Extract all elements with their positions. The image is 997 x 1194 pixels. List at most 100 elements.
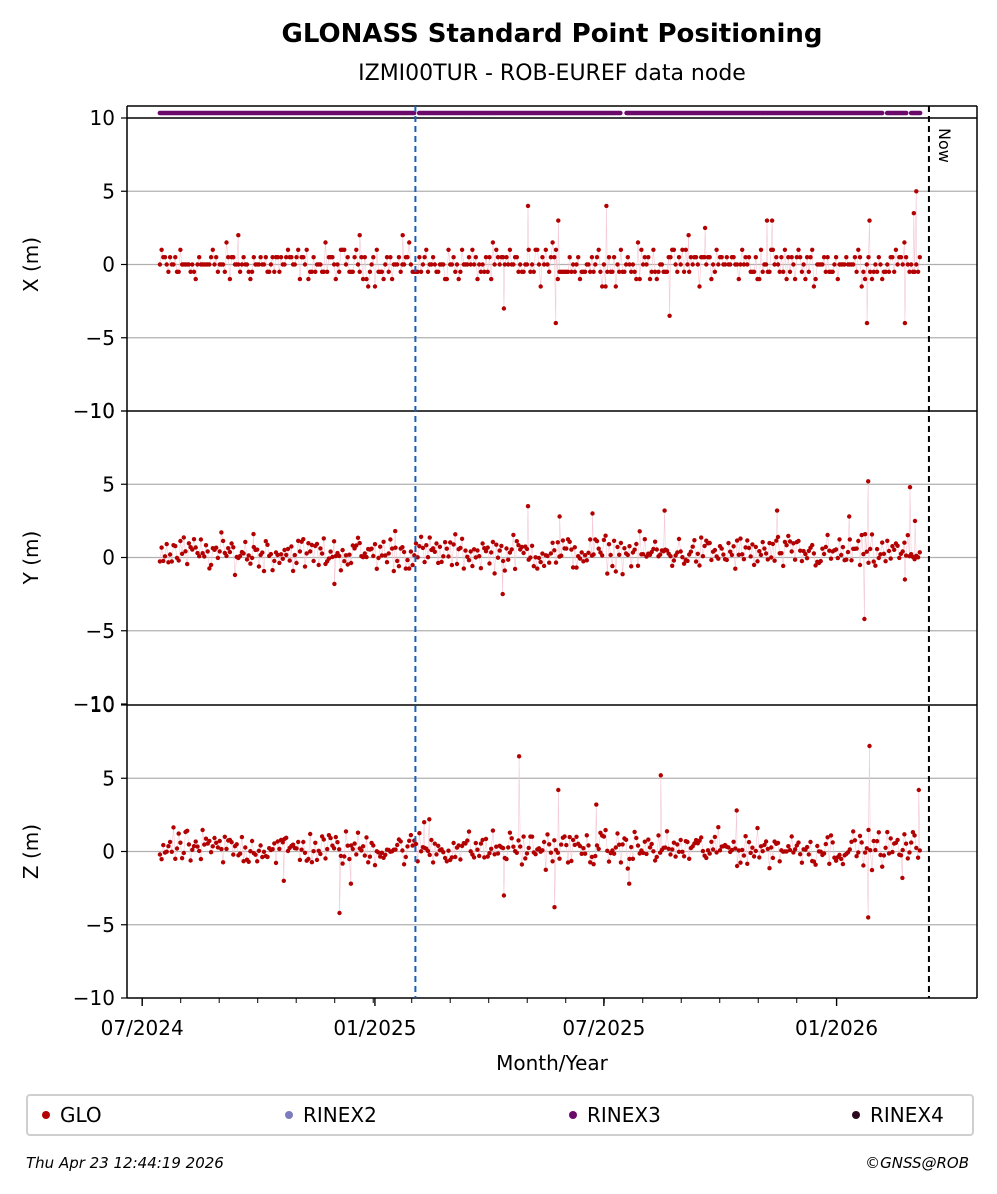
glo-point bbox=[251, 531, 256, 537]
glo-point bbox=[384, 560, 390, 565]
glo-point bbox=[521, 269, 526, 274]
glo-point bbox=[909, 840, 914, 845]
glo-point bbox=[902, 540, 907, 545]
glo-point bbox=[709, 557, 714, 563]
glo-point bbox=[198, 856, 204, 862]
glo-point bbox=[770, 247, 776, 252]
glo-point bbox=[453, 532, 458, 537]
glo-point bbox=[907, 485, 913, 490]
glo-point bbox=[290, 842, 296, 847]
glo-point bbox=[796, 538, 801, 544]
glo-point bbox=[316, 562, 321, 568]
glo-point bbox=[710, 262, 716, 267]
glo-point bbox=[258, 255, 263, 260]
glo-point bbox=[290, 568, 296, 574]
glo-point bbox=[813, 862, 818, 867]
glo-point bbox=[827, 861, 832, 866]
glo-point bbox=[335, 262, 340, 267]
glo-point bbox=[779, 551, 784, 556]
glo-point bbox=[676, 849, 682, 854]
glo-point bbox=[885, 829, 890, 835]
glo-point bbox=[864, 320, 870, 326]
glo-point bbox=[683, 247, 688, 252]
glo-point bbox=[833, 547, 839, 552]
glo-point bbox=[277, 269, 282, 274]
glo-point bbox=[323, 856, 328, 861]
glo-point bbox=[480, 262, 485, 267]
glo-point bbox=[874, 546, 880, 552]
glo-point bbox=[470, 247, 475, 252]
glo-point bbox=[219, 530, 224, 535]
glo-point bbox=[892, 269, 897, 274]
glo-point bbox=[185, 561, 190, 567]
glo-point bbox=[388, 255, 393, 260]
glo-point bbox=[347, 856, 352, 862]
x-tick-label: 07/2025 bbox=[562, 1016, 645, 1040]
glo-point bbox=[634, 835, 639, 841]
glo-point bbox=[668, 255, 673, 260]
glo-point bbox=[439, 559, 444, 565]
glo-point bbox=[437, 544, 443, 549]
glo-point bbox=[249, 838, 255, 844]
glo-point bbox=[459, 247, 465, 252]
glo-point bbox=[656, 833, 661, 838]
glo-point bbox=[914, 845, 919, 851]
glo-point bbox=[501, 893, 507, 898]
glo-point bbox=[629, 564, 634, 569]
glo-point bbox=[839, 552, 844, 558]
glo-point bbox=[905, 533, 910, 538]
glo-point bbox=[348, 843, 354, 848]
glo-point bbox=[902, 832, 907, 837]
glo-point bbox=[821, 255, 827, 260]
glo-point bbox=[354, 852, 359, 857]
glo-point bbox=[917, 550, 922, 555]
glo-point bbox=[500, 558, 506, 564]
glo-point bbox=[267, 269, 272, 274]
glo-point bbox=[342, 559, 347, 564]
glo-point bbox=[625, 866, 630, 871]
glo-point bbox=[497, 262, 502, 267]
glo-point bbox=[792, 276, 798, 282]
glo-point bbox=[909, 262, 914, 267]
glo-point bbox=[784, 849, 789, 854]
glo-point bbox=[791, 262, 796, 267]
glo-point bbox=[668, 852, 673, 857]
glo-point bbox=[868, 546, 873, 552]
glo-point bbox=[671, 558, 677, 563]
glo-point bbox=[521, 550, 526, 556]
glo-point bbox=[506, 845, 511, 850]
glo-point bbox=[681, 269, 687, 274]
glo-point bbox=[685, 262, 690, 267]
glo-point bbox=[299, 847, 304, 852]
y-tick-label: −10 bbox=[73, 692, 115, 716]
glo-point bbox=[256, 848, 262, 853]
glo-point bbox=[208, 562, 214, 568]
glo-point bbox=[594, 255, 600, 260]
glo-point bbox=[400, 848, 405, 853]
glo-point bbox=[507, 830, 513, 835]
glo-point bbox=[302, 262, 308, 267]
glo-point bbox=[618, 540, 624, 546]
glo-point bbox=[567, 834, 572, 840]
glo-point bbox=[321, 536, 326, 541]
glo-point bbox=[164, 262, 169, 267]
glo-point bbox=[803, 551, 808, 557]
glo-point bbox=[203, 836, 209, 841]
glo-point bbox=[494, 542, 499, 547]
glo-point bbox=[466, 829, 472, 834]
glo-point bbox=[432, 549, 437, 554]
glo-point bbox=[818, 849, 823, 854]
glo-point bbox=[280, 840, 285, 845]
glo-point bbox=[576, 255, 581, 260]
glo-point bbox=[803, 276, 808, 282]
y-axis-label: X (m) bbox=[19, 237, 43, 292]
glo-point bbox=[632, 547, 637, 552]
glo-point bbox=[610, 563, 615, 569]
glo-point bbox=[360, 555, 366, 560]
glo-point bbox=[371, 255, 376, 260]
glo-point bbox=[272, 558, 277, 564]
glo-point bbox=[903, 553, 909, 558]
glo-point bbox=[738, 860, 743, 865]
glo-point bbox=[166, 269, 171, 274]
glo-point bbox=[516, 543, 521, 548]
